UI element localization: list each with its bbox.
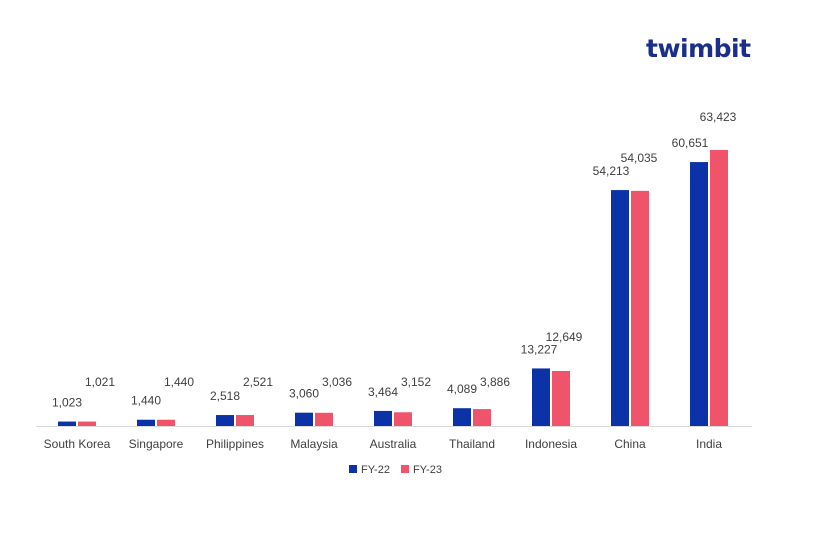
bar-fy-22-australia xyxy=(374,410,392,426)
data-label-fy-23-india: 63,423 xyxy=(700,110,737,124)
x-tick-label: Australia xyxy=(370,437,417,451)
bar-fy-23-india xyxy=(710,150,728,426)
logo-text: twimbit xyxy=(646,34,751,63)
bar-fy-22-india xyxy=(690,162,708,427)
data-label-fy-23-china: 54,035 xyxy=(621,151,658,165)
data-label-fy-22-australia: 3,464 xyxy=(368,385,398,399)
legend-swatch-fy-23 xyxy=(401,465,409,473)
bar-fy-22-malaysia xyxy=(295,412,313,426)
x-tick-label: China xyxy=(614,437,646,451)
bar-fy-23-south-korea xyxy=(78,421,96,426)
bar-fy-22-indonesia xyxy=(532,368,550,426)
x-tick-label: Singapore xyxy=(129,437,184,451)
data-label-fy-22-indonesia: 13,227 xyxy=(521,342,558,356)
bar-fy-22-singapore xyxy=(137,419,155,426)
data-label-fy-23-malaysia: 3,036 xyxy=(322,375,352,389)
data-label-fy-23-philippines: 2,521 xyxy=(243,375,273,389)
data-label-fy-23-thailand: 3,886 xyxy=(480,375,510,389)
data-label-fy-23-south-korea: 1,021 xyxy=(85,375,115,389)
data-label-fy-22-china: 54,213 xyxy=(593,164,630,178)
bar-fy-23-singapore xyxy=(157,419,175,426)
twimbit-logo: twimbit xyxy=(646,34,751,63)
legend-label-fy-23: FY-23 xyxy=(413,464,442,476)
data-label-fy-23-indonesia: 12,649 xyxy=(546,330,583,344)
x-tick-label: Philippines xyxy=(206,437,264,451)
legend-swatch-fy-22 xyxy=(349,465,357,473)
bar-fy-22-china xyxy=(611,190,629,426)
data-label-fy-23-singapore: 1,440 xyxy=(164,375,194,389)
data-label-fy-22-singapore: 1,440 xyxy=(131,394,161,408)
data-label-fy-22-south-korea: 1,023 xyxy=(52,396,82,410)
x-tick-label: Thailand xyxy=(449,437,495,451)
bar-fy-23-australia xyxy=(394,412,412,426)
x-tick-label: India xyxy=(696,437,722,451)
data-label-fy-22-india: 60,651 xyxy=(672,136,709,150)
data-label-fy-23-australia: 3,152 xyxy=(401,375,431,389)
bar-fy-23-philippines xyxy=(236,415,254,426)
x-tick-label: Malaysia xyxy=(290,437,338,451)
bar-fy-22-thailand xyxy=(453,408,471,426)
data-label-fy-22-philippines: 2,518 xyxy=(210,389,240,403)
bar-fy-23-thailand xyxy=(473,409,491,426)
bar-fy-22-south-korea xyxy=(58,421,76,426)
x-tick-label: South Korea xyxy=(44,437,111,451)
bar-fy-22-philippines xyxy=(216,415,234,426)
x-tick-label: Indonesia xyxy=(525,437,577,451)
data-label-fy-22-thailand: 4,089 xyxy=(447,382,477,396)
bar-fy-23-malaysia xyxy=(315,412,333,426)
bar-fy-23-indonesia xyxy=(552,370,570,426)
bar-fy-23-china xyxy=(631,190,649,426)
legend-label-fy-22: FY-22 xyxy=(361,464,390,476)
data-label-fy-22-malaysia: 3,060 xyxy=(289,387,319,401)
